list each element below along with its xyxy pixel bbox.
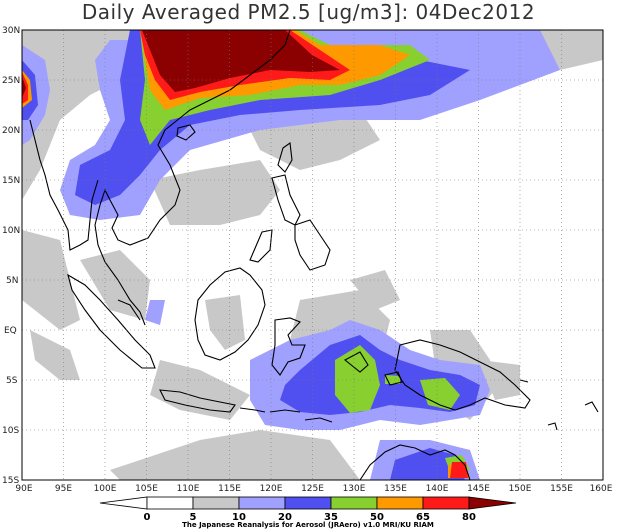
lon-label: 135E [384,484,407,494]
lon-label: 155E [550,484,573,494]
lon-label: 110E [177,484,200,494]
lon-label: 145E [467,484,490,494]
colorbar-label: 5 [190,512,197,523]
lat-label: 15S [2,476,19,486]
latitude-labels: 30N 25N 20N 15N 10N 5N EQ 5S 10S 15S [2,26,20,486]
colorbar-swatch [422,496,470,510]
colorbar-labels: 0 5 10 20 35 50 65 80 [144,512,476,523]
lat-label: 15N [2,176,20,186]
colorbar-swatch [238,496,286,510]
lat-label: 30N [2,26,20,36]
colorbar-high-arrow [468,496,517,510]
colorbar-label: 35 [324,512,338,523]
lat-label: 5S [6,376,18,386]
lon-label: 100E [94,484,117,494]
colorbar [99,496,517,510]
colorbar-label: 0 [144,512,151,523]
lon-label: 90E [15,484,32,494]
lon-label: 125E [301,484,324,494]
colorbar-swatch [376,496,424,510]
longitude-labels: 90E 95E 100E 105E 110E 115E 120E 125E 13… [15,484,612,494]
lat-label: 25N [2,76,20,86]
colorbar-swatch [192,496,240,510]
concentration-field [22,30,603,480]
lat-label: 10N [2,226,20,236]
lat-label: 10S [2,426,19,436]
lon-label: 115E [218,484,241,494]
colorbar-label: 20 [278,512,292,523]
map-frame [21,29,604,481]
lat-label: EQ [4,326,17,336]
lat-label: 20N [2,126,20,136]
credit-text: The Japanese Reanalysis for Aerosol (JRA… [182,521,434,529]
colorbar-swatch [330,496,378,510]
lon-label: 160E [590,484,613,494]
lat-label: 5N [6,276,18,286]
map-title: Daily Averaged PM2.5 [ug/m3]: 04Dec2012 [81,0,536,24]
colorbar-label: 50 [370,512,384,523]
coastlines [29,30,599,480]
graticule [22,30,603,480]
level-gt80-area [22,30,340,98]
lon-label: 95E [55,484,72,494]
colorbar-swatch [284,496,332,510]
colorbar-label: 10 [232,512,246,523]
lon-label: 105E [135,484,158,494]
lon-label: 130E [343,484,366,494]
colorbar-label: 80 [462,512,476,523]
lon-label: 140E [426,484,449,494]
colorbar-low-arrow [99,496,148,510]
colorbar-swatch [146,496,194,510]
colorbar-label: 65 [416,512,430,523]
lon-label: 150E [509,484,532,494]
lon-label: 120E [260,484,283,494]
